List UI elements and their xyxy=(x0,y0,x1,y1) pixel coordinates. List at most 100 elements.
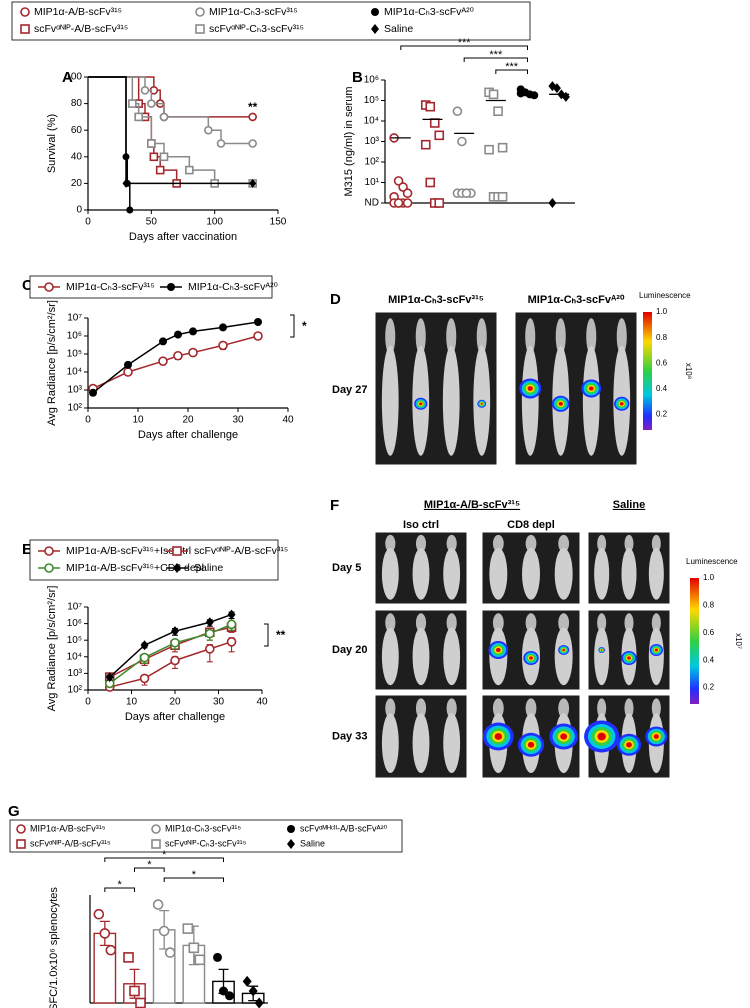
x-tick-label: 10 xyxy=(126,697,138,708)
y-tick-label: 10¹ xyxy=(365,177,380,188)
signal xyxy=(597,732,606,741)
significance-label: * xyxy=(147,859,152,871)
x-tick-label: 100 xyxy=(206,217,223,228)
marker xyxy=(254,317,262,326)
mouse-head xyxy=(558,698,570,719)
x-axis-label: Days after vaccination xyxy=(129,231,237,243)
signal xyxy=(588,386,594,391)
marker xyxy=(16,839,26,849)
mouse-body xyxy=(554,547,573,600)
legend-box xyxy=(9,819,403,853)
significance-bracket xyxy=(104,857,224,862)
significance-bracket xyxy=(104,887,135,892)
legend-box xyxy=(29,275,273,299)
image-title: MIP1α-Cₕ3-scFv³¹⁵ xyxy=(388,294,484,306)
legend-label: MIP1α-Cₕ3-scFvᴬ²⁰ xyxy=(384,6,475,18)
mouse-head xyxy=(415,613,427,633)
mouse-head xyxy=(624,698,634,719)
y-tick-label: 10⁶ xyxy=(67,618,82,629)
marker xyxy=(457,136,467,147)
marker xyxy=(159,337,167,346)
marker xyxy=(89,388,97,397)
marker xyxy=(225,991,234,1001)
marker xyxy=(147,99,156,108)
y-tick-label: 10³ xyxy=(365,136,380,147)
mouse-body xyxy=(621,547,637,600)
marker xyxy=(195,7,205,17)
series-line xyxy=(92,335,259,390)
y-tick-label: 10² xyxy=(68,403,83,414)
marker xyxy=(497,192,508,202)
marker xyxy=(248,139,257,148)
survival-line xyxy=(88,76,253,185)
signal xyxy=(419,402,423,406)
marker xyxy=(182,923,194,934)
legend-label: scFvᵅᴺᴵᴾ-A/B-scFv³¹⁵ xyxy=(34,23,128,35)
marker xyxy=(371,24,379,34)
mouse-body xyxy=(648,547,664,600)
x-axis-label: Days after challenge xyxy=(125,711,225,723)
y-tick-label: 60 xyxy=(71,125,83,136)
y-tick-label: 10⁷ xyxy=(67,602,82,613)
mouse-body xyxy=(582,345,600,456)
colorbar-tick-label: 0.2 xyxy=(703,683,715,692)
marker xyxy=(140,640,149,651)
colorbar-tick-label: 1.0 xyxy=(656,307,668,316)
mouse-body xyxy=(381,547,399,600)
mouse-body xyxy=(443,627,461,686)
marker xyxy=(105,672,114,683)
marker xyxy=(402,198,413,208)
marker xyxy=(205,644,215,654)
marker xyxy=(173,563,181,573)
marker xyxy=(173,350,183,361)
legend-label: scFvᵅᴺᴵᴾ-A/B-scFv³¹⁵ xyxy=(194,545,288,557)
mouse-body xyxy=(522,547,540,600)
mouse-head xyxy=(415,534,427,553)
marker xyxy=(216,139,226,148)
legend-box xyxy=(11,1,531,41)
mouse-head xyxy=(415,698,427,719)
annotation-bracket xyxy=(290,314,295,338)
marker xyxy=(174,330,182,339)
marker xyxy=(44,563,54,573)
legend-label: scFvᵅᴺᴵᴾ-A/B-scFv³¹⁵ xyxy=(30,838,111,848)
x-tick-label: 0 xyxy=(85,217,91,228)
mouse-head xyxy=(525,534,537,553)
marker xyxy=(140,86,150,95)
signal xyxy=(529,656,533,660)
marker xyxy=(139,673,150,684)
signal xyxy=(480,402,483,405)
mouse-body xyxy=(443,547,461,600)
survival-line xyxy=(88,76,253,145)
mouse-body xyxy=(442,345,460,456)
marker xyxy=(159,152,169,162)
x-tick-label: 40 xyxy=(282,415,294,426)
mouse-head xyxy=(558,613,570,633)
marker xyxy=(44,282,54,292)
mouse-body xyxy=(521,345,539,456)
significance-label: *** xyxy=(458,37,472,49)
significance-bracket xyxy=(463,57,528,62)
legend-label: MIP1α-Cₕ3-scFv³¹⁵ xyxy=(66,281,155,293)
marker xyxy=(152,899,164,910)
mouse-head xyxy=(525,613,537,633)
marker xyxy=(287,839,295,849)
y-tick-label: 10⁵ xyxy=(67,635,82,646)
marker xyxy=(254,997,264,1008)
y-axis-label: Avg Radiance [p/s/cm²/sr] xyxy=(46,300,58,426)
y-tick-label: 100 xyxy=(65,72,82,83)
marker xyxy=(287,825,295,833)
y-tick-label: 10³ xyxy=(68,668,83,679)
mouse-head xyxy=(555,318,566,355)
marker xyxy=(99,928,111,939)
mouse-head xyxy=(476,318,487,355)
marker xyxy=(149,152,159,162)
y-tick-label: 10⁴ xyxy=(67,367,82,378)
y-tick-label: 0 xyxy=(76,205,82,216)
colorbar-tick-label: 0.8 xyxy=(656,333,668,342)
signal xyxy=(619,402,624,406)
group-title: MIP1α-A/B-scFv³¹⁵ xyxy=(424,499,520,511)
survival-line xyxy=(88,76,253,118)
mouse-head xyxy=(492,613,504,633)
